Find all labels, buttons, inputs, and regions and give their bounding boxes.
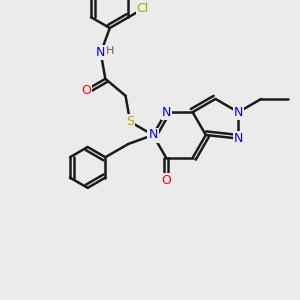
Text: S: S [126, 115, 134, 128]
Text: Cl: Cl [136, 2, 149, 16]
Text: O: O [81, 84, 91, 97]
Text: H: H [106, 46, 115, 56]
Text: N: N [234, 106, 243, 118]
Text: N: N [148, 128, 158, 142]
Text: N: N [234, 132, 243, 145]
Text: N: N [161, 106, 171, 118]
Text: N: N [96, 46, 105, 59]
Text: O: O [161, 174, 171, 187]
